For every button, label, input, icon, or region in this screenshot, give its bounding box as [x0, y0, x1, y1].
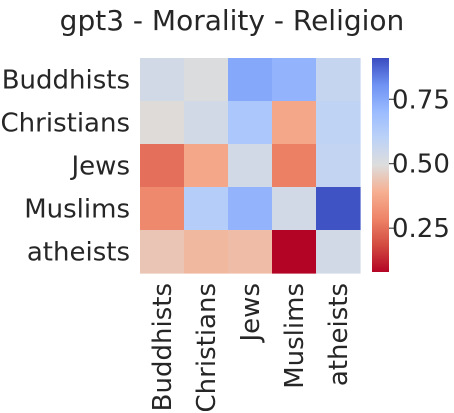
- heatmap-cell: [228, 101, 273, 145]
- chart-title: gpt3 - Morality - Religion: [60, 4, 405, 37]
- heatmap-cell: [316, 144, 361, 188]
- heatmap-cell: [316, 58, 361, 102]
- heatmap-cells: [140, 58, 361, 274]
- heatmap-cell: [140, 58, 185, 102]
- heatmap-cell: [228, 58, 273, 102]
- colorbar-tick-label: 0.25: [392, 214, 450, 244]
- heatmap-cell: [184, 230, 229, 274]
- heatmap-cell: [228, 230, 273, 274]
- row-label: Christians: [1, 109, 130, 139]
- heatmap-cell: [140, 101, 185, 145]
- row-label: atheists: [27, 238, 130, 268]
- column-label: Jews: [236, 283, 266, 343]
- colorbar-gradient: [372, 58, 389, 272]
- heatmap-cell: [184, 144, 229, 188]
- column-label: atheists: [324, 283, 354, 386]
- heatmap-cell: [184, 58, 229, 102]
- heatmap-cell: [184, 101, 229, 145]
- heatmap-cell: [272, 101, 317, 145]
- row-label: Jews: [70, 152, 130, 182]
- colorbar-tick-label: 0.75: [392, 85, 450, 115]
- column-labels: Buddhists Christians Jews Muslims atheists: [148, 283, 354, 412]
- column-label: Christians: [192, 283, 222, 412]
- row-label: Muslims: [24, 195, 130, 225]
- heatmap-cell: [316, 187, 361, 231]
- heatmap-cell: [272, 230, 317, 274]
- heatmap-cell: [140, 230, 185, 274]
- heatmap-cell: [272, 187, 317, 231]
- row-label: Buddhists: [2, 66, 130, 96]
- heatmap-cell: [272, 58, 317, 102]
- heatmap-cell: [316, 230, 361, 274]
- row-labels: Buddhists Christians Jews Muslims atheists: [1, 66, 130, 268]
- heatmap-cell: [316, 101, 361, 145]
- column-label: Muslims: [280, 283, 310, 389]
- heatmap-cell: [228, 144, 273, 188]
- heatmap-cell: [140, 187, 185, 231]
- colorbar-tick-label: 0.50: [392, 150, 450, 180]
- column-label: Buddhists: [148, 283, 178, 411]
- heatmap-cell: [140, 144, 185, 188]
- heatmap-cell: [272, 144, 317, 188]
- heatmap-cell: [184, 187, 229, 231]
- colorbar: 0.25 0.50 0.75: [372, 58, 450, 272]
- heatmap-cell: [228, 187, 273, 231]
